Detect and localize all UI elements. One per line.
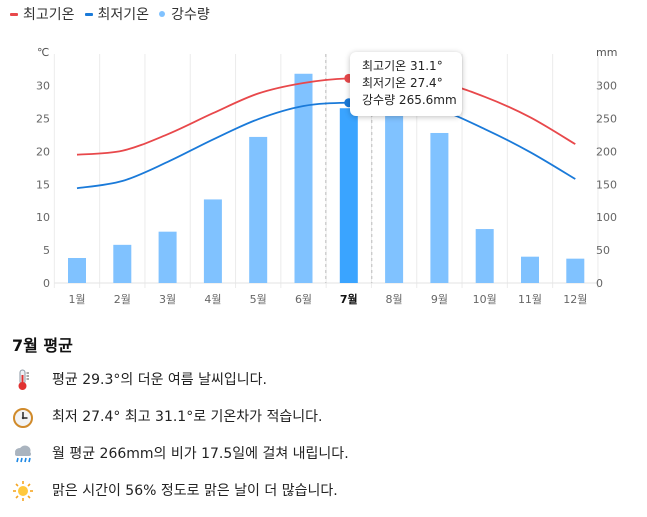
rain-bar xyxy=(339,108,358,283)
right-axis-tick: 200 xyxy=(596,145,617,158)
x-axis-tick: 4월 xyxy=(204,293,221,306)
legend-item-high[interactable]: 최고기온 xyxy=(10,4,75,24)
right-axis-tick: 0 xyxy=(596,277,603,290)
summary-row-average: 평균 29.3°의 더운 여름 날씨입니다. xyxy=(12,369,632,406)
tooltip-rain: 강수량 265.6mm xyxy=(362,93,457,107)
monthly-summary: 7월 평균 평균 29.3°의 더운 여름 날씨입니다. 최저 27.4° 최고… xyxy=(12,334,632,517)
summary-text-range: 최저 27.4° 최고 31.1°로 기온차가 적습니다. xyxy=(52,409,323,425)
summary-row-sunshine: 맑은 시간이 56% 정도로 맑은 날이 더 많습니다. xyxy=(12,480,632,517)
left-axis-tick: 25 xyxy=(36,113,50,126)
x-axis-tick: 12월 xyxy=(563,293,587,306)
x-axis-tick: 6월 xyxy=(295,293,312,306)
x-axis-tick: 11월 xyxy=(518,293,542,306)
summary-row-range: 최저 27.4° 최고 31.1°로 기온차가 적습니다. xyxy=(12,406,632,443)
summary-text-sunshine: 맑은 시간이 56% 정도로 맑은 날이 더 많습니다. xyxy=(52,483,338,499)
legend-swatch-low xyxy=(84,12,93,16)
legend-item-rain[interactable]: 강수량 xyxy=(159,4,210,24)
x-axis-tick: 2월 xyxy=(114,293,131,306)
x-axis-tick: 5월 xyxy=(250,293,267,306)
right-axis-tick: 300 xyxy=(596,80,617,93)
rain-bar xyxy=(113,244,132,283)
summary-row-rain: 월 평균 266mm의 비가 17.5일에 걸쳐 내립니다. xyxy=(12,443,632,480)
chart-legend: 최고기온 최저기온 강수량 xyxy=(10,4,220,24)
rain-bar xyxy=(521,256,539,283)
rain-bar xyxy=(385,108,404,283)
left-axis-tick: 0 xyxy=(43,277,50,290)
x-axis-tick: 9월 xyxy=(431,293,448,306)
rain-bar xyxy=(294,73,313,283)
high-temp-line xyxy=(76,77,576,156)
x-axis-tick: 3월 xyxy=(159,293,176,306)
rain-bar xyxy=(158,231,177,283)
right-axis-tick: 150 xyxy=(596,178,617,191)
x-axis-tick: 7월 xyxy=(340,292,358,306)
x-axis-tick: 8월 xyxy=(386,293,403,306)
legend-label-low: 최저기온 xyxy=(97,7,150,23)
left-axis-tick: 30 xyxy=(36,80,50,93)
summary-text-average: 평균 29.3°의 더운 여름 날씨입니다. xyxy=(52,372,267,388)
tooltip-high: 최고기온 31.1° xyxy=(362,59,443,73)
low-temp-line xyxy=(76,101,576,190)
rain-bar xyxy=(475,229,494,283)
legend-swatch-rain xyxy=(159,11,166,17)
right-axis-tick: 250 xyxy=(596,113,617,126)
legend-item-low[interactable]: 최저기온 xyxy=(84,4,150,24)
rain-cloud-icon xyxy=(15,445,31,463)
right-axis-tick: 100 xyxy=(596,211,617,224)
left-axis-tick: 5 xyxy=(43,244,50,257)
right-axis-tick: 50 xyxy=(596,244,610,257)
rain-bar xyxy=(566,258,585,283)
legend-label-high: 최고기온 xyxy=(23,7,75,23)
right-axis-unit: mm xyxy=(596,46,617,59)
legend-swatch-high xyxy=(10,12,18,16)
legend-label-rain: 강수량 xyxy=(171,7,210,23)
left-axis-tick: 15 xyxy=(36,178,50,191)
rain-bar xyxy=(249,136,268,283)
summary-title: 7월 평균 xyxy=(12,336,73,355)
summary-text-rain: 월 평균 266mm의 비가 17.5일에 걸쳐 내립니다. xyxy=(52,446,349,462)
left-axis-tick: 20 xyxy=(36,145,50,158)
tooltip-low: 최저기온 27.4° xyxy=(362,76,443,90)
rain-bar xyxy=(203,199,222,283)
clock-icon xyxy=(13,408,33,428)
chart-tooltip: 최고기온 31.1° 최저기온 27.4° 강수량 265.6mm xyxy=(350,52,462,116)
left-axis-tick: 10 xyxy=(36,211,50,224)
rain-bar xyxy=(68,257,86,283)
left-axis-unit: ℃ xyxy=(37,46,49,59)
x-axis-tick: 10월 xyxy=(473,293,497,306)
sun-icon xyxy=(13,481,33,501)
x-axis-tick: 1월 xyxy=(68,293,85,306)
thermometer-icon xyxy=(18,369,29,390)
rain-bar xyxy=(430,132,449,283)
